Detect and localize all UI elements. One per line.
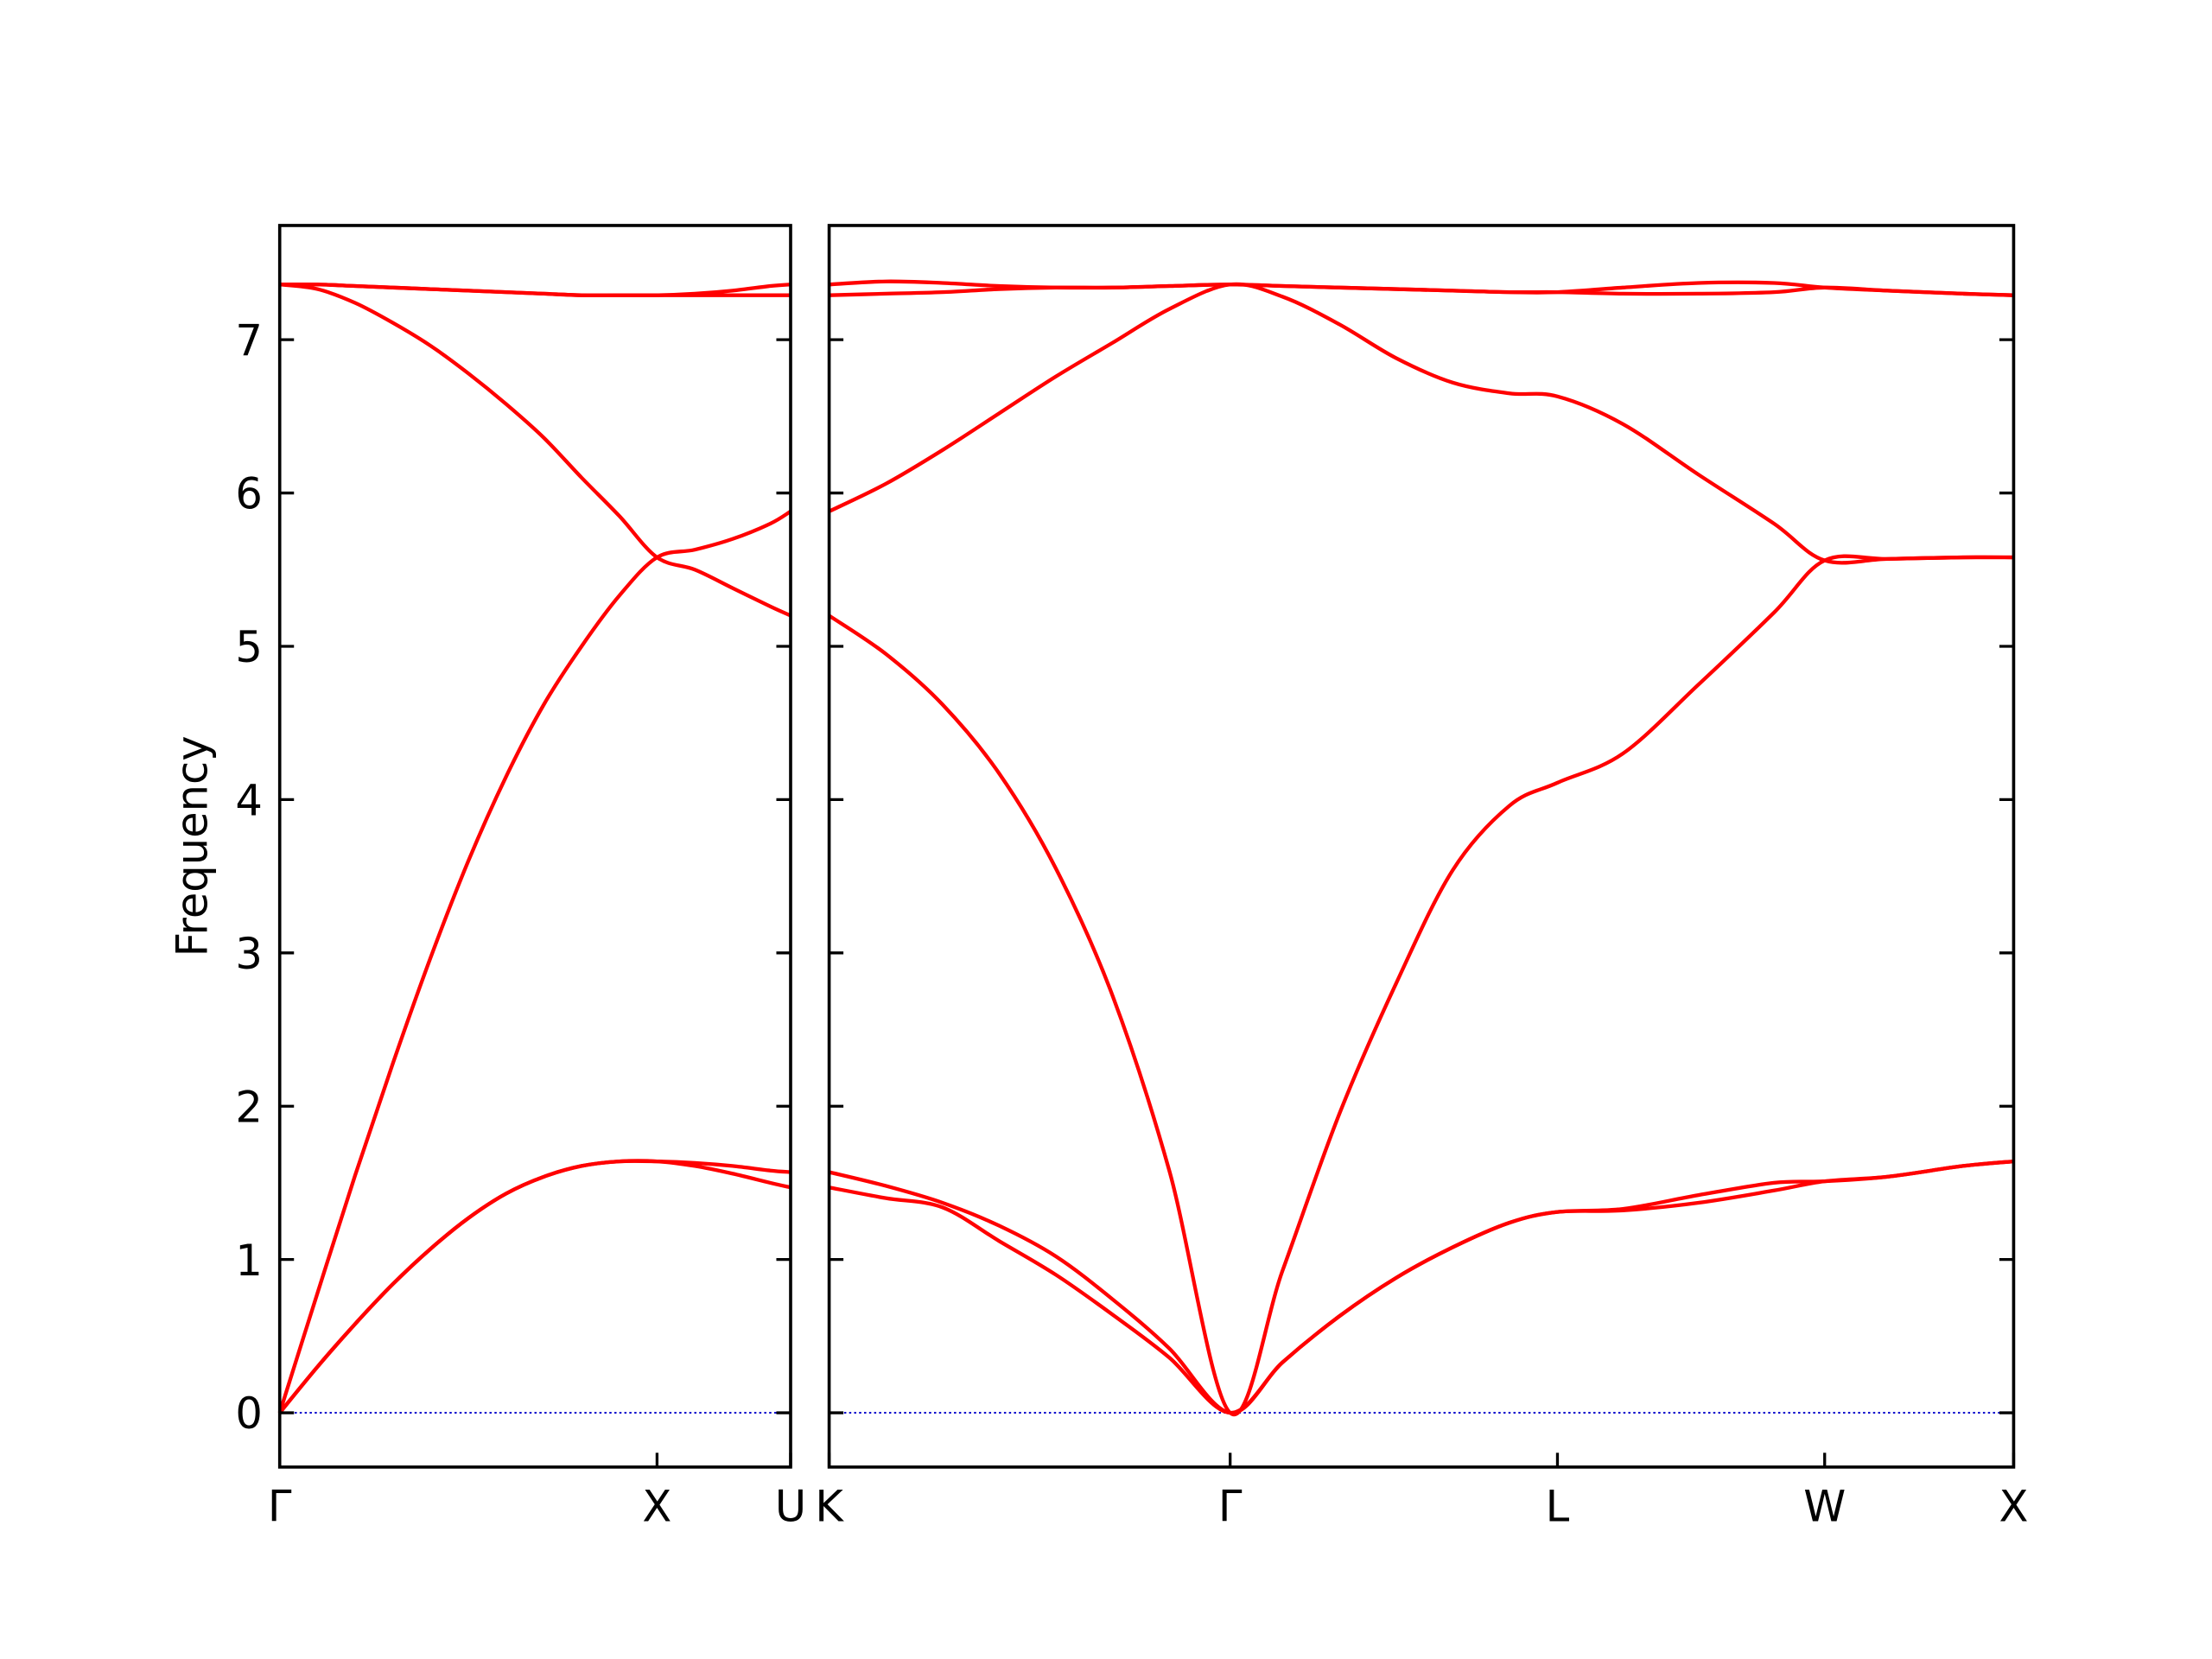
y-tick-label: 6 xyxy=(235,469,263,519)
y-tick-label: 3 xyxy=(235,929,263,979)
x-tick-label: Γ xyxy=(268,1482,292,1532)
y-tick-label: 5 xyxy=(235,622,263,672)
y-axis-label: Frequency xyxy=(167,735,217,957)
band-line xyxy=(278,1159,791,1414)
y-tick-label: 7 xyxy=(235,315,263,365)
band-line xyxy=(277,509,792,1414)
band-line xyxy=(279,283,791,618)
x-tick-label: U xyxy=(775,1482,806,1532)
x-tick-label: X xyxy=(642,1482,671,1532)
y-tick-label: 0 xyxy=(235,1389,263,1439)
y-tick-label: 1 xyxy=(235,1236,263,1286)
band-line xyxy=(279,282,791,297)
plot-frame xyxy=(827,224,2016,1469)
y-tick-label: 4 xyxy=(235,776,263,826)
x-tick-label: W xyxy=(1803,1482,1846,1532)
plot-frame xyxy=(277,224,792,1469)
band-line xyxy=(829,1159,2014,1415)
x-tick-label: Γ xyxy=(1218,1482,1243,1532)
band-line xyxy=(278,1159,791,1414)
y-tick-label: 2 xyxy=(235,1082,263,1132)
band-line xyxy=(829,283,2014,297)
band-line xyxy=(828,554,2014,1417)
x-tick-label: L xyxy=(1546,1482,1570,1532)
band-line xyxy=(829,1159,2014,1415)
band-line xyxy=(828,282,2014,565)
x-tick-label: X xyxy=(1999,1482,2028,1532)
x-tick-label: K xyxy=(815,1482,844,1532)
